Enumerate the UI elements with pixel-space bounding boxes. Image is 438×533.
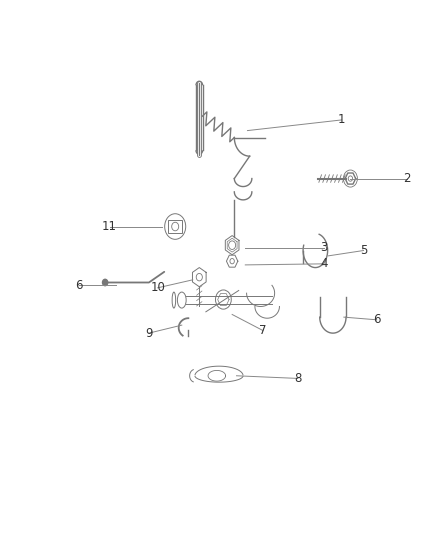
Text: 11: 11	[102, 220, 117, 233]
Text: 1: 1	[338, 114, 346, 126]
Text: 8: 8	[294, 372, 301, 385]
Text: 4: 4	[320, 257, 328, 270]
Text: 2: 2	[403, 172, 411, 185]
Text: 9: 9	[145, 327, 153, 340]
Text: 7: 7	[259, 324, 267, 337]
Text: 5: 5	[360, 244, 367, 257]
Text: 3: 3	[321, 241, 328, 254]
Circle shape	[102, 279, 108, 286]
Text: 6: 6	[373, 313, 381, 326]
Text: 6: 6	[75, 279, 83, 292]
Text: 10: 10	[150, 281, 165, 294]
